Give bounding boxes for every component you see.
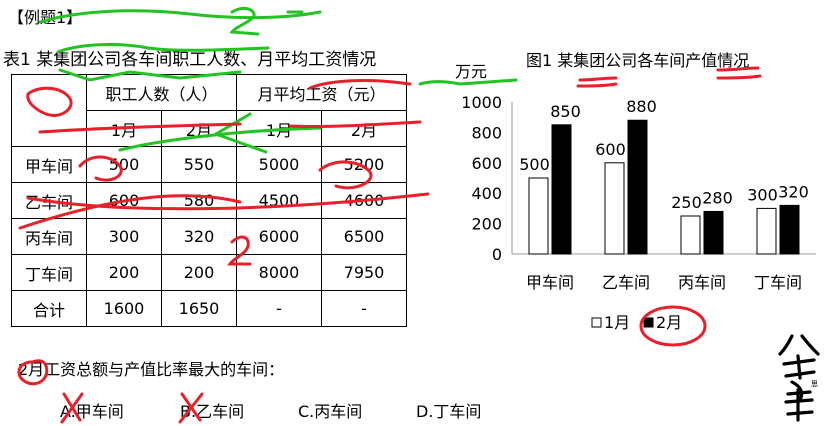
table-cell: 200 bbox=[161, 254, 237, 291]
example-title: 【例题1】 bbox=[8, 8, 83, 27]
bar bbox=[604, 162, 625, 255]
data-label: 850 bbox=[550, 102, 581, 121]
option-c[interactable]: C.丙车间 bbox=[298, 402, 363, 421]
table-cell: 6500 bbox=[321, 218, 407, 255]
bar bbox=[756, 207, 777, 255]
header-staff-count: 职工人数（人） bbox=[86, 74, 237, 111]
data-label: 250 bbox=[671, 193, 702, 212]
table-cell: 5200 bbox=[321, 146, 407, 183]
row-label: 丙车间 bbox=[11, 218, 87, 255]
bar bbox=[703, 210, 724, 255]
question-text: 2月工资总额与产值比率最大的车间： bbox=[18, 360, 285, 379]
option-b[interactable]: B.乙车间 bbox=[180, 402, 245, 421]
table-cell: 300 bbox=[86, 218, 162, 255]
table-row: 丙车间 300 320 6000 6500 bbox=[11, 218, 407, 255]
subheader-wage-feb: 2月 bbox=[321, 110, 407, 147]
table-cell: 4600 bbox=[321, 182, 407, 219]
data-label: 300 bbox=[747, 185, 778, 204]
table-cell: 320 bbox=[161, 218, 237, 255]
table-header-row: 职工人数（人） 月平均工资（元） bbox=[11, 74, 407, 147]
option-d[interactable]: D.丁车间 bbox=[416, 402, 482, 421]
x-tick-label: 甲车间 bbox=[526, 273, 574, 292]
table-cell: 6000 bbox=[236, 218, 322, 255]
row-label: 合计 bbox=[11, 290, 87, 327]
table-cell: 8000 bbox=[236, 254, 322, 291]
legend-label: 1月 bbox=[604, 313, 630, 332]
x-tick-label: 乙车间 bbox=[602, 273, 650, 292]
table-cell: 550 bbox=[161, 146, 237, 183]
y-tick-label: 0 bbox=[492, 245, 502, 264]
subheader-staff-feb: 2月 bbox=[161, 110, 237, 147]
table-cell: 200 bbox=[86, 254, 162, 291]
table-row: 甲车间 500 550 5000 5200 bbox=[11, 146, 407, 183]
table-cell: 1600 bbox=[86, 290, 162, 327]
data-label: 320 bbox=[778, 182, 809, 201]
table-row: 丁车间 200 200 8000 7950 bbox=[11, 254, 407, 291]
table-row: 乙车间 600 580 4500 4600 bbox=[11, 182, 407, 219]
row-label: 乙车间 bbox=[11, 182, 87, 219]
table-caption: 表1 某集团公司各车间职工人数、月平均工资情况 bbox=[3, 50, 377, 70]
y-tick-label: 1000 bbox=[461, 93, 502, 112]
table-cell: 4500 bbox=[236, 182, 322, 219]
svg-text:思: 思 bbox=[811, 380, 818, 388]
table-cell: 600 bbox=[86, 182, 162, 219]
bar-chart: 万元 0 200 400 600 800 1000 500 850 甲车间 600 880 乙车间 250… bbox=[455, 62, 816, 332]
table-cell: - bbox=[236, 290, 322, 327]
bar bbox=[528, 177, 549, 255]
bar bbox=[779, 204, 800, 255]
y-tick-label: 200 bbox=[471, 215, 502, 234]
chart-title: 图1 某集团公司各车间产值情况 bbox=[526, 51, 750, 70]
data-label: 280 bbox=[702, 188, 733, 207]
table-corner-cell bbox=[11, 74, 87, 147]
bar bbox=[680, 215, 701, 255]
bar bbox=[627, 119, 648, 255]
data-label: 500 bbox=[519, 155, 550, 174]
bar bbox=[551, 124, 572, 255]
table-cell: 580 bbox=[161, 182, 237, 219]
y-tick-label: 400 bbox=[471, 184, 502, 203]
x-tick-label: 丙车间 bbox=[678, 273, 726, 292]
table-cell: 7950 bbox=[321, 254, 407, 291]
row-label: 丁车间 bbox=[11, 254, 87, 291]
table-total-row: 合计 1600 1650 - - bbox=[11, 290, 407, 327]
data-table: 职工人数（人） 月平均工资（元） 1月 2月 1月 2月 甲车间 500 550… bbox=[11, 74, 407, 327]
data-label: 880 bbox=[626, 97, 657, 116]
green-scribble bbox=[229, 6, 260, 36]
option-a[interactable]: A.甲车间 bbox=[60, 402, 124, 421]
table-cell: 500 bbox=[86, 146, 162, 183]
legend-swatch bbox=[591, 317, 602, 328]
brand-logo: 思 bbox=[778, 334, 820, 422]
legend-label: 2月 bbox=[656, 313, 682, 332]
table-cell: 5000 bbox=[236, 146, 322, 183]
header-avg-wage: 月平均工资（元） bbox=[236, 74, 407, 111]
table-cell: 1650 bbox=[161, 290, 237, 327]
row-label: 甲车间 bbox=[11, 146, 87, 183]
y-axis-label: 万元 bbox=[455, 62, 487, 81]
y-tick-label: 800 bbox=[471, 123, 502, 142]
subheader-staff-jan: 1月 bbox=[86, 110, 162, 147]
x-tick-label: 丁车间 bbox=[754, 273, 802, 292]
table-cell: - bbox=[321, 290, 407, 327]
y-tick-label: 600 bbox=[471, 154, 502, 173]
subheader-wage-jan: 1月 bbox=[236, 110, 322, 147]
legend-swatch bbox=[643, 317, 654, 328]
data-label: 600 bbox=[595, 140, 626, 159]
